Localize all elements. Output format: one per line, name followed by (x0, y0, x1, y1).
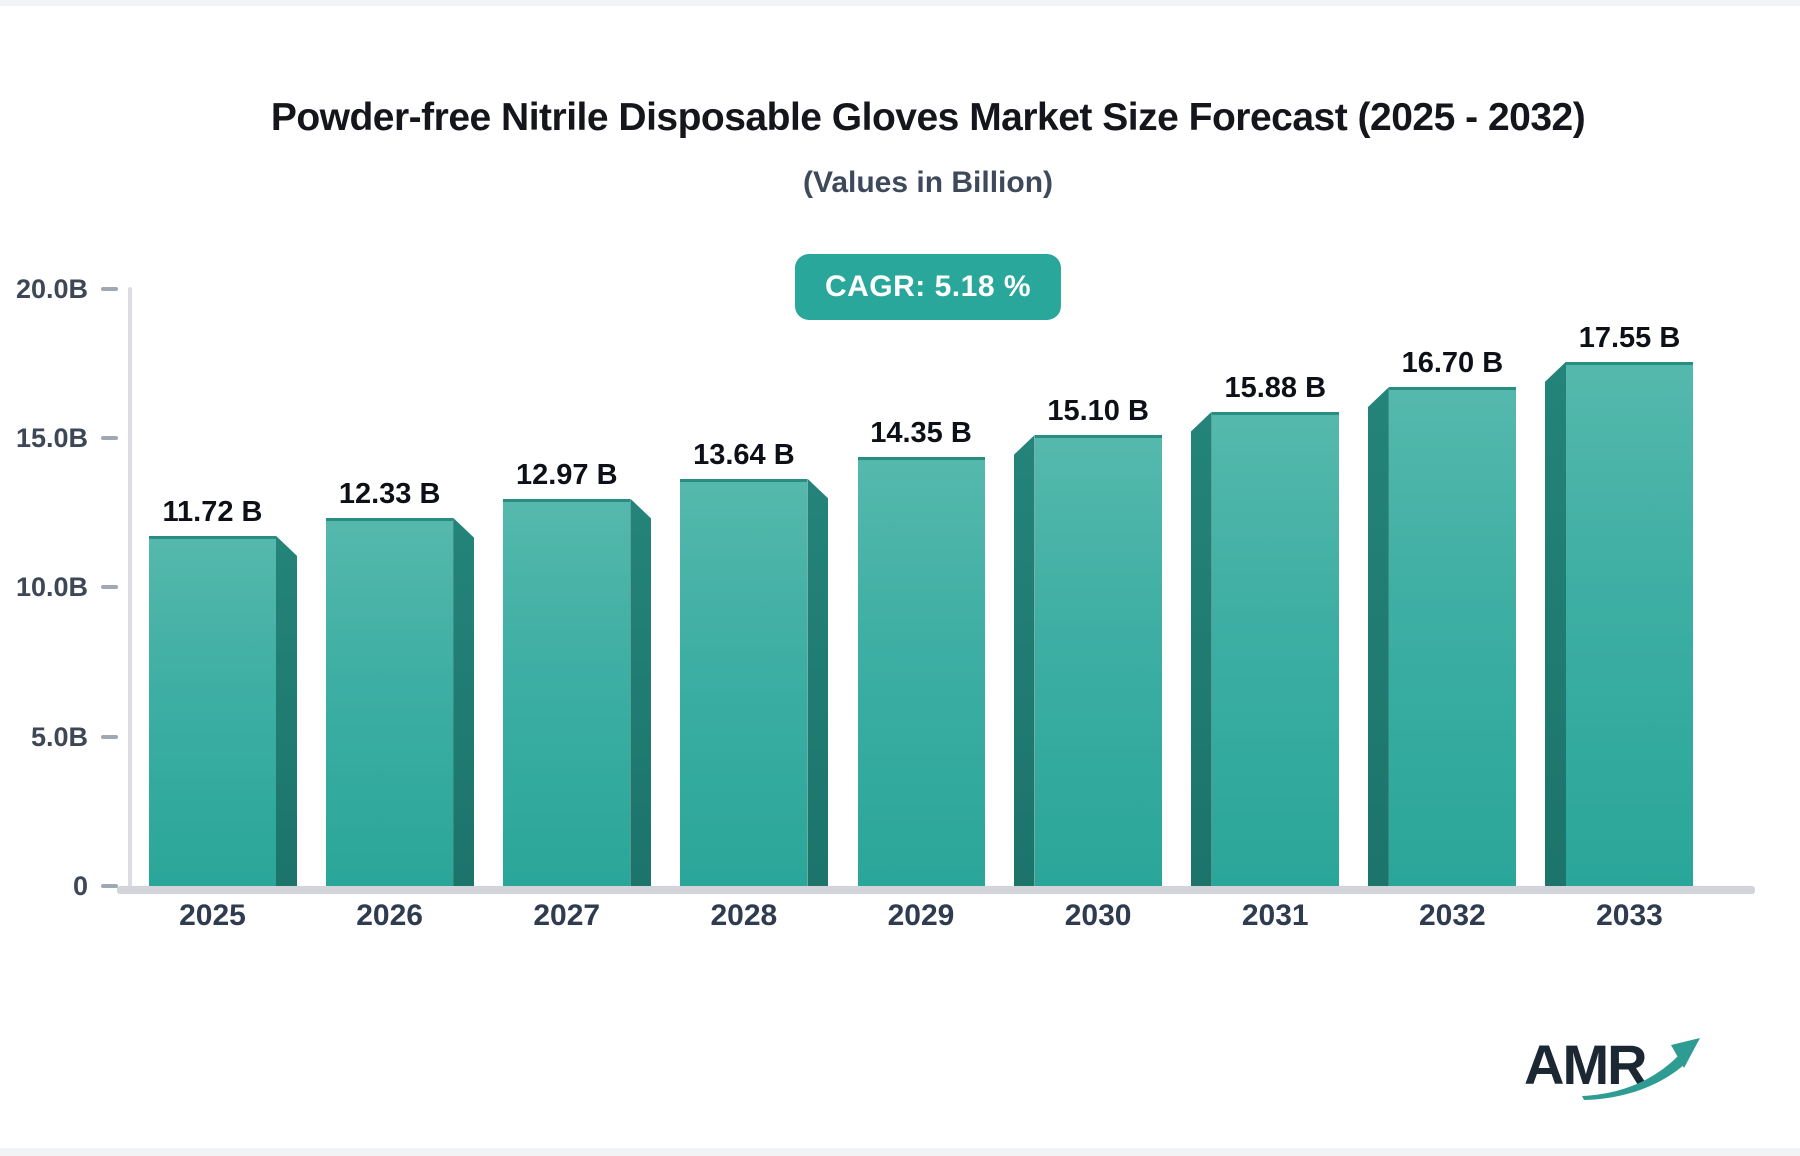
y-tick-mark (101, 884, 118, 888)
bar-2025 (149, 535, 297, 886)
amr-logo-swoosh-arrow (1582, 1056, 1685, 1100)
bar-value-label-2027: 12.97 B (515, 458, 618, 491)
x-axis-label-2032: 2032 (1419, 899, 1486, 932)
bar-face (1034, 434, 1162, 886)
amr-logo-arrowhead (1671, 1038, 1700, 1068)
page-top-border (0, 0, 1800, 6)
bar-value-label-2032: 16.70 B (1401, 347, 1504, 380)
y-tick-mark (101, 435, 118, 440)
page-bottom-border (0, 1148, 1800, 1156)
x-axis-label-2033: 2033 (1596, 899, 1663, 932)
bar-value-label-2033: 17.55 B (1578, 321, 1681, 354)
bar-face (503, 498, 631, 886)
x-axis-label-2026: 2026 (356, 899, 423, 932)
y-tick-mark (101, 286, 118, 291)
y-tick-label-10.0B: 10.0B (15, 572, 88, 603)
bar-2027 (503, 498, 652, 886)
chart-title: Powder-free Nitrile Disposable Gloves Ma… (270, 96, 1586, 139)
bar-value-label-2029: 14.35 B (870, 417, 972, 450)
bar-3d-side (1545, 361, 1566, 886)
y-tick-label-5.0B: 5.0B (30, 721, 88, 752)
bar-2030 (1013, 434, 1162, 886)
bar-3d-side (1190, 411, 1212, 886)
bar-face (857, 457, 985, 886)
bar-value-label-2031: 15.88 B (1224, 371, 1327, 404)
x-axis-label-2029: 2029 (887, 899, 955, 932)
bar-2032 (1367, 387, 1516, 886)
x-axis-label-2025: 2025 (179, 899, 246, 932)
bar-3d-side (1013, 434, 1035, 886)
bar-2029 (857, 457, 985, 886)
bar-3d-side (630, 498, 652, 886)
y-tick-mark (101, 585, 118, 590)
bar-value-label-2026: 12.33 B (338, 477, 441, 510)
y-tick-label-0: 0 (72, 871, 88, 901)
cagr-badge: CAGR: 5.18 % (794, 254, 1062, 320)
bar-2026 (326, 517, 475, 886)
bar-2031 (1190, 411, 1339, 886)
bar-2033 (1545, 361, 1693, 886)
amr-logo: AMR (1524, 1033, 1700, 1100)
bar-face (1566, 361, 1693, 886)
x-axis-baseline (117, 886, 1755, 894)
bar-face (1211, 411, 1339, 886)
bar-value-label-2028: 13.64 B (693, 438, 795, 471)
x-axis-label-2030: 2030 (1064, 899, 1132, 932)
x-axis-label-2027: 2027 (533, 899, 601, 932)
bar-2028 (680, 478, 829, 886)
bar-face (326, 517, 454, 886)
y-tick-mark (101, 734, 118, 739)
x-axis-label-2028: 2028 (710, 899, 778, 932)
y-axis-line (128, 287, 132, 888)
bar-face (1388, 387, 1516, 886)
bar-3d-side (1367, 387, 1389, 886)
bar-3d-side (453, 517, 475, 886)
amr-logo-text: AMR (1524, 1033, 1647, 1096)
bar-3d-side (807, 478, 829, 886)
bar-value-label-2030: 15.10 B (1047, 394, 1149, 427)
y-tick-label-20.0B: 20.0B (15, 273, 88, 304)
bar-face (680, 478, 808, 886)
x-axis-label-2031: 2031 (1241, 899, 1309, 932)
bar-3d-side (276, 535, 297, 886)
bar-face (149, 535, 276, 886)
chart-subtitle: (Values in Billion) (802, 166, 1054, 199)
y-tick-label-15.0B: 15.0B (15, 422, 88, 453)
bar-value-label-2025: 11.72 B (162, 495, 263, 528)
